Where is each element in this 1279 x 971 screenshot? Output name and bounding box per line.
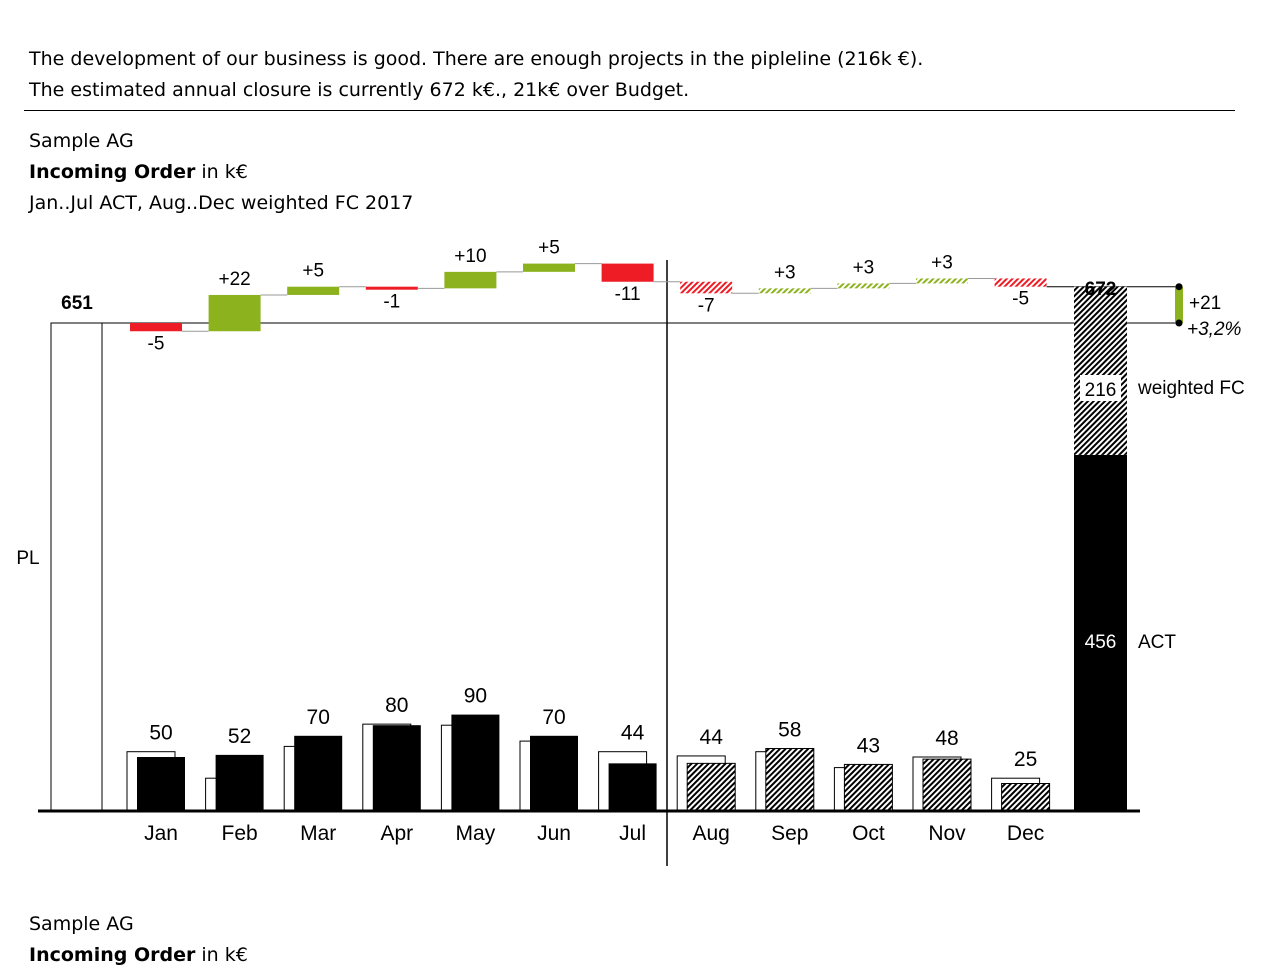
value-label-mar: 70 [307, 706, 330, 729]
unit-label-repeat: in k€ [195, 944, 248, 966]
variance-bar-nov [916, 278, 968, 284]
variance-bar-feb [208, 294, 261, 332]
comment-divider [24, 110, 1235, 111]
value-label-apr: 80 [385, 694, 408, 717]
value-label-dec: 25 [1014, 748, 1037, 771]
category-label-aug: Aug [693, 822, 730, 845]
act-bar-jun [530, 735, 578, 810]
variance-bar-sep [758, 288, 811, 294]
fc-bar-nov [922, 758, 972, 811]
variance-label-sep: +3 [774, 262, 796, 283]
act-bar-mar [294, 735, 343, 810]
total-fc-bar [1074, 286, 1127, 455]
variance-label-dec: -5 [1012, 289, 1029, 310]
comment-line-1: The development of our business is good.… [29, 48, 924, 70]
total-fc-label-box [1080, 375, 1121, 401]
comment-line-2: The estimated annual closure is currentl… [29, 79, 690, 101]
value-label-may: 90 [464, 685, 487, 708]
category-label-feb: Feb [222, 822, 258, 845]
category-label-sep: Sep [771, 822, 808, 845]
pl-total-label: 651 [61, 293, 93, 314]
category-label-jun: Jun [537, 822, 571, 845]
fc-bar-aug [686, 762, 736, 811]
total-fc-value: 216 [1085, 380, 1117, 401]
variance-bar-dec [994, 278, 1047, 287]
variance-label-jun: +5 [538, 238, 560, 259]
chart-title: Incoming Order in k€ [29, 157, 413, 188]
fc-bar-sep [765, 748, 815, 811]
pl-axis-label: PL [16, 548, 39, 569]
variance-label-mar: +5 [302, 261, 324, 282]
category-label-mar: Mar [300, 822, 336, 845]
chart-header: Sample AG Incoming Order in k€ Jan..Jul … [29, 126, 413, 219]
category-label-jan: Jan [144, 822, 178, 845]
variance-label-oct: +3 [853, 257, 875, 278]
delta-marker-bottom [1175, 319, 1183, 327]
act-bar-jul [608, 763, 657, 810]
variance-label-feb: +22 [218, 269, 250, 290]
value-label-feb: 52 [228, 725, 251, 748]
variance-bar-jul [601, 263, 654, 282]
variance-bar-jun [523, 263, 575, 272]
total-fc-name: weighted FC [1137, 378, 1245, 399]
delta-bar [1175, 286, 1183, 323]
fc-bar-oct [843, 763, 893, 811]
variance-bar-aug [680, 281, 733, 294]
category-label-nov: Nov [928, 822, 966, 845]
total-act-bar [1074, 454, 1127, 810]
act-bar-jan [137, 757, 185, 810]
category-label-dec: Dec [1007, 822, 1044, 845]
variance-bar-oct [837, 283, 890, 289]
value-label-jul: 44 [621, 722, 645, 745]
act-bar-may [451, 714, 500, 810]
chart-header-repeat: Sample AG Incoming Order in k€ [29, 909, 248, 971]
variance-bar-jan [130, 323, 182, 332]
total-label: 672 [1085, 279, 1117, 300]
act-bar-apr [372, 725, 421, 810]
total-act-name: ACT [1138, 632, 1176, 653]
chart-title-repeat: Incoming Order in k€ [29, 940, 248, 971]
variance-bar-apr [365, 286, 418, 290]
variance-label-apr: -1 [383, 292, 400, 313]
unit-label: in k€ [195, 161, 248, 183]
category-label-may: May [456, 822, 496, 845]
value-label-nov: 48 [935, 727, 958, 750]
value-label-sep: 58 [778, 719, 801, 742]
comment-text: The development of our business is good.… [29, 44, 923, 106]
variance-label-jan: -5 [148, 333, 165, 354]
category-label-apr: Apr [380, 822, 413, 845]
delta-absolute-label: +21 [1189, 293, 1221, 314]
act-bar-feb [215, 754, 264, 810]
category-label-oct: Oct [852, 822, 885, 845]
period-label: Jan..Jul ACT, Aug..Dec weighted FC 2017 [29, 192, 414, 214]
variance-label-may: +10 [454, 246, 486, 267]
category-label-jul: Jul [619, 822, 646, 845]
measure-name: Incoming Order [29, 161, 196, 183]
value-label-oct: 43 [857, 734, 880, 757]
fc-bar-dec [1001, 783, 1051, 811]
variance-label-jul: -11 [615, 284, 641, 305]
pl-total-bar [50, 322, 103, 811]
value-label-aug: 44 [700, 726, 724, 749]
company-name-repeat: Sample AG [29, 913, 134, 935]
variance-label-nov: +3 [931, 252, 953, 273]
variance-bar-mar [287, 286, 340, 295]
variance-bar-may [444, 271, 497, 289]
delta-marker-top [1175, 283, 1183, 291]
value-label-jun: 70 [542, 706, 565, 729]
total-act-value: 456 [1085, 632, 1117, 653]
value-label-jan: 50 [149, 722, 172, 745]
variance-label-aug: -7 [698, 295, 715, 316]
company-name: Sample AG [29, 130, 134, 152]
measure-name-repeat: Incoming Order [29, 944, 196, 966]
delta-percent-label: +3,2% [1187, 319, 1242, 340]
